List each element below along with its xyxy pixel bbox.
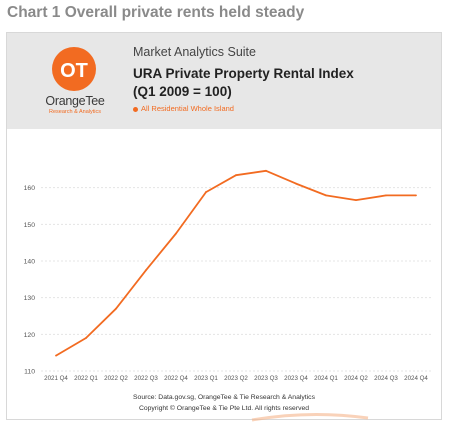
data-point xyxy=(235,174,237,177)
x-tick-label: 2022 Q2 xyxy=(104,375,128,382)
data-point xyxy=(325,194,327,197)
y-tick-label: 150 xyxy=(24,222,36,229)
x-tick-label: 2023 Q4 xyxy=(284,375,308,382)
chart-card: OT OrangeTee Research & Analytics Market… xyxy=(6,32,442,420)
data-point xyxy=(55,354,57,357)
line-chart: 110 120 130 140 150 160 2021 Q4 2022 Q1 2022 Q2 2… xyxy=(24,169,431,382)
data-point xyxy=(205,191,207,193)
x-tick-label: 2023 Q1 xyxy=(194,375,218,382)
data-point xyxy=(295,182,297,185)
x-tick-label: 2024 Q4 xyxy=(404,375,428,382)
data-point xyxy=(265,169,267,172)
x-tick-label: 2022 Q4 xyxy=(164,375,188,382)
brand-name: OrangeTee xyxy=(45,94,105,108)
data-point xyxy=(385,194,387,197)
data-point xyxy=(115,307,117,310)
y-tick-label: 120 xyxy=(24,332,36,339)
legend-swatch xyxy=(133,106,138,112)
x-tick-label: 2021 Q4 xyxy=(44,375,68,382)
brand-subtitle: Research & Analytics xyxy=(49,109,101,115)
x-tick-label: 2022 Q3 xyxy=(134,375,158,382)
x-tick-label: 2024 Q2 xyxy=(344,375,368,382)
legend-label: All Residential Whole Island xyxy=(141,104,234,113)
y-tick-label: 130 xyxy=(24,295,36,302)
orangetee-logo-icon: OT xyxy=(52,47,96,91)
decorative-swoosh xyxy=(251,412,369,422)
chart-subtitle: (Q1 2009 = 100) xyxy=(133,84,232,99)
logo-lettering: OT xyxy=(60,60,88,82)
copyright-note: Copyright © OrangeTee & Tie Pte Ltd. All… xyxy=(138,405,310,412)
chart-caption: Chart 1 Overall private rents held stead… xyxy=(7,4,305,21)
data-point xyxy=(175,232,177,235)
data-point xyxy=(145,269,147,272)
suite-label: Market Analytics Suite xyxy=(133,45,256,59)
y-tick-label: 110 xyxy=(24,369,35,376)
series-line xyxy=(55,169,416,357)
source-note: Source: Data.gov.sg, OrangeTee & Tie Res… xyxy=(133,394,315,401)
data-point xyxy=(355,199,357,202)
x-tick-label: 2022 Q1 xyxy=(74,375,98,382)
y-tick-label: 160 xyxy=(24,185,36,192)
x-tick-label: 2024 Q1 xyxy=(314,375,338,382)
y-tick-label: 140 xyxy=(24,259,36,266)
legend: All Residential Whole Island xyxy=(133,104,234,113)
chart-header: OT OrangeTee Research & Analytics Market… xyxy=(7,33,441,129)
data-point xyxy=(415,194,417,197)
x-tick-label: 2023 Q3 xyxy=(254,375,278,382)
data-point xyxy=(85,337,87,339)
chart-title: URA Private Property Rental Index xyxy=(133,66,354,81)
x-tick-label: 2023 Q2 xyxy=(224,375,248,382)
x-tick-label: 2024 Q3 xyxy=(374,375,398,382)
